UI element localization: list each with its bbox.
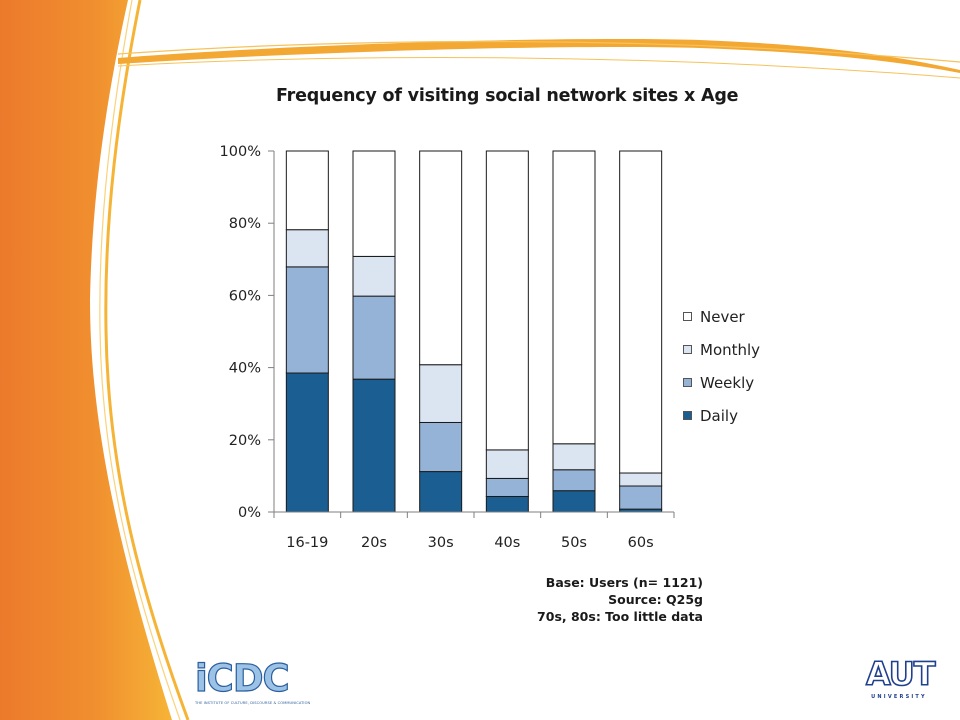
y-tick-label: 40% — [229, 361, 261, 377]
legend-swatch — [683, 411, 692, 420]
aut-university-logo: AUT UNIVERSITY — [865, 655, 936, 706]
legend-label: Daily — [700, 406, 738, 425]
x-tick-label: 20s — [361, 535, 387, 551]
icdc-logo-tagline: THE INSTITUTE OF CULTURE, DISCOURSE & CO… — [195, 701, 311, 705]
x-tick-label: 60s — [628, 535, 654, 551]
bar-segment-weekly-60s — [619, 485, 663, 510]
chart-legend: Never Monthly Weekly Daily — [683, 300, 760, 432]
bar-segment-never-16-19 — [285, 150, 329, 231]
legend-swatch — [683, 312, 692, 321]
top-swoosh-line-2 — [117, 56, 960, 79]
bar-segment-weekly-40s — [485, 477, 529, 497]
aut-logo-subtitle: UNIVERSITY — [871, 694, 927, 700]
aut-logo-text: AUT — [865, 655, 936, 693]
bar-segment-monthly-50s — [552, 443, 596, 471]
bar-segment-daily-40s — [485, 495, 529, 513]
y-tick-label: 80% — [229, 216, 261, 232]
legend-label: Never — [700, 307, 745, 326]
bar-segment-weekly-30s — [419, 421, 463, 473]
icdc-logo: iCDC THE INSTITUTE OF CULTURE, DISCOURSE… — [194, 657, 325, 708]
side-swoosh-line-2 — [99, 0, 181, 720]
x-tick-label: 50s — [561, 535, 587, 551]
note-too-little-data: 70s, 80s: Too little data — [537, 609, 703, 624]
bar-segment-never-60s — [619, 150, 663, 474]
bar-segment-weekly-20s — [352, 295, 396, 380]
y-tick-label: 20% — [229, 433, 261, 449]
legend-label: Monthly — [700, 340, 761, 359]
bar-segment-never-20s — [352, 150, 396, 257]
bar-segment-monthly-30s — [419, 364, 463, 423]
legend-item-daily: Daily — [683, 399, 760, 432]
x-tick-label: 40s — [494, 535, 520, 551]
bar-segment-daily-20s — [352, 378, 396, 513]
legend-swatch — [683, 378, 692, 387]
bar-segment-never-40s — [485, 150, 529, 451]
bar-segment-never-50s — [552, 150, 596, 445]
icdc-logo-text: iCDC — [194, 657, 290, 700]
bar-segment-monthly-20s — [352, 255, 396, 297]
chart-notes: Base: Users (n= 1121) Source: Q25g 70s, … — [520, 574, 703, 625]
y-tick-label: 0% — [238, 505, 261, 521]
legend-item-never: Never — [683, 300, 760, 333]
legend-item-weekly: Weekly — [683, 366, 760, 399]
bar-segment-monthly-40s — [485, 449, 529, 479]
legend-label: Weekly — [700, 373, 755, 392]
side-swoosh-line — [104, 0, 190, 720]
y-tick-label: 100% — [220, 144, 261, 160]
bar-segment-weekly-50s — [552, 469, 596, 492]
top-swoosh-line — [117, 40, 960, 63]
y-tick-label: 60% — [229, 288, 261, 304]
x-tick-label: 30s — [428, 535, 454, 551]
bar-segment-never-30s — [419, 150, 463, 366]
bar-segment-monthly-60s — [619, 472, 663, 487]
note-source: Source: Q25g — [608, 592, 703, 607]
bar-segment-weekly-16-19 — [285, 266, 329, 374]
note-base: Base: Users (n= 1121) — [545, 575, 703, 590]
legend-item-monthly: Monthly — [683, 333, 760, 366]
chart-title: Frequency of visiting social network sit… — [276, 86, 739, 106]
legend-swatch — [683, 345, 692, 354]
bar-segment-daily-50s — [552, 490, 596, 513]
bar-segment-monthly-16-19 — [285, 229, 329, 268]
x-tick-label: 16-19 — [286, 535, 328, 551]
orange-side-band — [0, 0, 172, 720]
bar-segment-daily-16-19 — [285, 372, 329, 513]
bar-segment-daily-30s — [419, 471, 463, 513]
